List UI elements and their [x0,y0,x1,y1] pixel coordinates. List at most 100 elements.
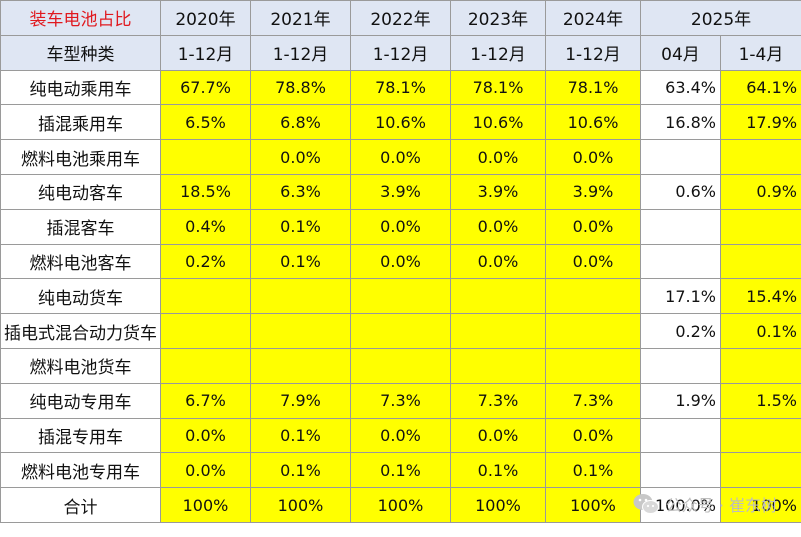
value-cell: 6.8% [250,104,351,141]
value-cell: 100% [350,487,451,523]
period-header: 1-12月 [250,34,351,71]
row-label: 纯电动客车 [0,173,161,210]
period-header: 1-12月 [160,34,251,71]
value-cell: 16.8% [640,104,721,141]
table-row: 燃料电池客车 0.2% 0.1% 0.0% 0.0% 0.0% [0,243,801,280]
value-cell [719,417,801,454]
value-cell [545,347,641,384]
value-cell: 0.9% [719,173,801,210]
value-cell: 0.1% [545,452,641,489]
table-body: 纯电动乘用车 67.7% 78.8% 78.1% 78.1% 78.1% 63.4% 64.1… [0,69,801,523]
value-cell: 1.5% [719,382,801,419]
year-header: 2023年 [450,0,546,36]
row-label-text: 纯电动货车 [38,288,123,309]
value-cell: 78.1% [350,69,451,106]
value-cell [450,313,546,349]
header-row-periods: 车型种类 1-12月 1-12月 1-12月 1-12月 1-12月 04月 1… [0,34,801,71]
period-header: 1-12月 [545,34,641,71]
value-cell: 0.0% [545,243,641,280]
value-cell [719,452,801,489]
table-row: 纯电动货车 17.1% 15.4% [0,278,801,315]
value-cell [250,313,351,349]
table-row: 插混乘用车 6.5% 6.8% 10.6% 10.6% 10.6% 16.8% 17.9% [0,104,801,141]
value-cell: 100% [545,487,641,523]
year-header: 2021年 [250,0,351,36]
value-cell: 0.0% [160,417,251,454]
row-label-text: 插混乘用车 [38,114,123,135]
value-cell [719,243,801,280]
value-cell: 100% [160,487,251,523]
header-row-years: 装车电池占比 2020年 2021年 2022年 2023年 2024年 202… [0,0,801,36]
value-cell [250,278,351,315]
value-cell: 0.0% [545,208,641,245]
value-cell: 78.1% [545,69,641,106]
value-cell: 0.0% [450,417,546,454]
value-cell [160,278,251,315]
period-header: 1-12月 [350,34,451,71]
value-cell: 1.9% [640,382,721,419]
value-cell: 100.0% [640,487,721,523]
table-row: 燃料电池货车 [0,347,801,384]
value-cell [640,208,721,245]
row-label-text: 插混专用车 [38,427,123,448]
value-cell: 3.9% [350,173,451,210]
table-row: 插电式混合动力货车 0.2% 0.1% [0,313,801,349]
row-label: 燃料电池乘用车 [0,139,161,175]
value-cell [160,313,251,349]
value-cell [160,139,251,175]
value-cell: 7.3% [545,382,641,419]
row-label-text: 插混客车 [46,219,115,240]
year-header: 2022年 [350,0,451,36]
table-row: 燃料电池专用车 0.0% 0.1% 0.1% 0.1% 0.1% [0,452,801,489]
value-cell: 0.4% [160,208,251,245]
value-cell [350,313,451,349]
value-cell [640,243,721,280]
row-label: 纯电动专用车 [0,382,161,419]
value-cell: 0.1% [250,417,351,454]
table-row: 插混专用车 0.0% 0.1% 0.0% 0.0% 0.0% [0,417,801,454]
value-cell: 100% [450,487,546,523]
value-cell: 17.1% [640,278,721,315]
table-row: 合计 100% 100% 100% 100% 100% 100.0% 100% [0,487,801,523]
value-cell: 6.7% [160,382,251,419]
value-cell: 0.6% [640,173,721,210]
type-header: 车型种类 [0,34,161,71]
value-cell: 18.5% [160,173,251,210]
row-label-text: 纯电动乘用车 [29,79,132,100]
value-cell: 7.9% [250,382,351,419]
value-cell: 0.1% [719,313,801,349]
value-cell: 0.0% [350,208,451,245]
row-label: 纯电动乘用车 [0,69,161,106]
value-cell [640,139,721,175]
value-cell: 78.1% [450,69,546,106]
row-label: 纯电动货车 [0,278,161,315]
value-cell [719,347,801,384]
value-cell: 0.2% [160,243,251,280]
value-cell: 67.7% [160,69,251,106]
table-row: 燃料电池乘用车 0.0% 0.0% 0.0% 0.0% [0,139,801,175]
value-cell [640,452,721,489]
value-cell [450,278,546,315]
value-cell: 64.1% [719,69,801,106]
value-cell: 10.6% [545,104,641,141]
value-cell [250,347,351,384]
value-cell: 10.6% [350,104,451,141]
row-label-text: 燃料电池客车 [29,253,132,274]
row-label: 合计 [0,487,161,523]
row-label: 插混客车 [0,208,161,245]
row-label: 插电式混合动力货车 [0,313,161,349]
value-cell [640,417,721,454]
value-cell: 10.6% [450,104,546,141]
row-label: 插混专用车 [0,417,161,454]
table-title: 装车电池占比 [0,0,161,36]
value-cell [350,347,451,384]
value-cell: 6.3% [250,173,351,210]
row-label: 燃料电池客车 [0,243,161,280]
value-cell [719,139,801,175]
table-row: 纯电动乘用车 67.7% 78.8% 78.1% 78.1% 78.1% 63.4% 64.1… [0,69,801,106]
row-label-text: 燃料电池专用车 [21,462,140,483]
table-row: 插混客车 0.4% 0.1% 0.0% 0.0% 0.0% [0,208,801,245]
value-cell: 0.0% [350,417,451,454]
value-cell: 0.0% [350,243,451,280]
period-header: 1-12月 [450,34,546,71]
